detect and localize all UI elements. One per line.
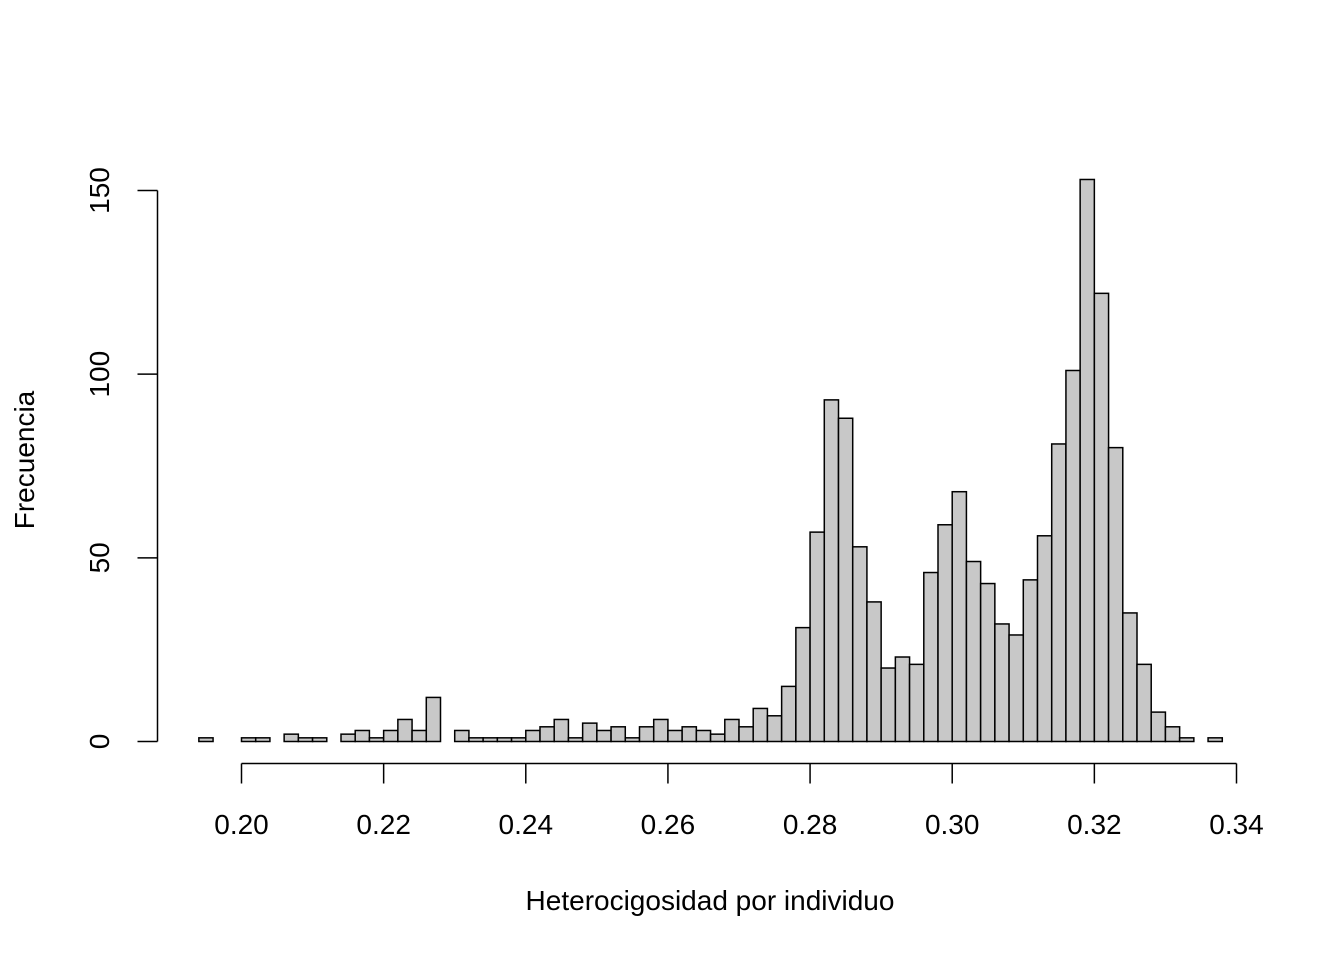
histogram-bar	[709, 733, 726, 743]
histogram-bar	[638, 726, 655, 743]
histogram-bar	[965, 560, 982, 743]
histogram-bar	[823, 399, 840, 743]
histogram-bar	[837, 417, 854, 743]
y-tick-label: 50	[84, 542, 115, 573]
histogram-bar	[880, 667, 897, 743]
histogram-bar	[695, 729, 712, 743]
histogram-bar	[510, 737, 527, 743]
histogram-bar	[951, 490, 968, 743]
histogram-bar	[1164, 726, 1181, 743]
histogram-bar	[311, 737, 328, 743]
x-tick-label: 0.22	[356, 809, 411, 840]
histogram-bar	[496, 737, 513, 743]
y-tick-label: 150	[84, 167, 115, 214]
histogram-bar	[1079, 178, 1096, 743]
histogram-bar	[937, 524, 953, 743]
histogram-bar	[297, 737, 314, 743]
y-tick-label: 0	[84, 734, 115, 750]
bars	[198, 178, 1224, 743]
histogram-bar	[766, 715, 783, 743]
histogram-bar	[738, 726, 754, 743]
histogram-bar	[553, 718, 570, 743]
histogram-bar	[1036, 535, 1053, 743]
x-axis-label: Heterocigosidad por individuo	[526, 885, 895, 916]
histogram-bar	[1136, 663, 1152, 743]
histogram-bar	[667, 729, 683, 743]
histogram-bar	[1093, 292, 1110, 743]
histogram-bar	[1022, 579, 1039, 743]
histogram-bar	[354, 729, 371, 743]
histogram-bar	[979, 582, 996, 743]
histogram-bar	[397, 718, 413, 743]
histogram-bar	[425, 696, 442, 743]
histogram-bar	[994, 623, 1010, 743]
histogram-bar	[752, 707, 769, 743]
x-axis: 0.20 0.22 0.24 0.26 0.28 0.30 0.32 0.34	[214, 762, 1264, 840]
histogram-bar	[1050, 443, 1067, 743]
x-tick-label: 0.34	[1209, 809, 1264, 840]
y-tick-label: 100	[84, 351, 115, 398]
histogram-bar	[240, 737, 257, 743]
histogram-bar	[894, 656, 911, 743]
histogram-bar	[1122, 612, 1138, 743]
histogram-bar	[453, 729, 470, 743]
histogram-bar	[908, 663, 925, 743]
y-axis-label: Frecuencia	[9, 390, 40, 529]
histogram-bar	[1150, 711, 1167, 743]
histogram-bar	[340, 733, 356, 743]
histogram-bar	[1207, 737, 1224, 743]
histogram-bar	[724, 718, 740, 743]
x-tick-label: 0.20	[214, 809, 269, 840]
histogram-bar	[1107, 446, 1124, 743]
histogram-bar	[198, 737, 214, 743]
histogram-bar	[596, 729, 612, 743]
histogram-bar	[1008, 634, 1025, 743]
x-tick-label: 0.30	[925, 809, 980, 840]
histogram-bar	[368, 737, 385, 743]
histogram-bar	[567, 737, 584, 743]
histogram-bar	[1178, 737, 1195, 743]
histogram-bar	[581, 722, 598, 743]
histogram-bar	[795, 626, 811, 743]
histogram-bar	[610, 726, 627, 743]
histogram-bar	[1065, 369, 1081, 743]
y-axis: 0 50 100 150	[84, 167, 159, 750]
histogram-bar	[525, 729, 541, 743]
histogram-bar	[624, 737, 641, 743]
histogram-bar	[283, 733, 300, 743]
histogram-bar	[468, 737, 484, 743]
x-tick-label: 0.26	[641, 809, 696, 840]
histogram-bar	[382, 729, 399, 743]
histogram-bar	[539, 726, 555, 743]
histogram-bar	[482, 737, 499, 743]
histogram-bar	[851, 546, 868, 743]
histogram-bar	[652, 718, 669, 743]
x-tick-label: 0.32	[1067, 809, 1122, 840]
histogram-bar	[780, 685, 797, 743]
x-tick-label: 0.28	[783, 809, 838, 840]
x-tick-label: 0.24	[499, 809, 554, 840]
histogram-bar	[254, 737, 271, 743]
histogram-bar	[866, 601, 882, 743]
histogram-bar	[923, 571, 939, 743]
histogram-bar	[809, 531, 826, 743]
histogram-bar	[411, 729, 428, 743]
histogram-bar	[681, 726, 698, 743]
